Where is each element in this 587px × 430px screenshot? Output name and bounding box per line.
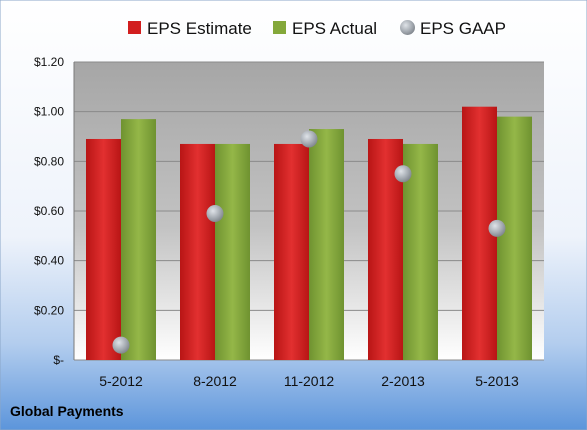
legend-swatch (273, 21, 286, 34)
bars (86, 106, 532, 360)
x-category-label: 8-2012 (193, 373, 237, 389)
bar-eps-actual (309, 129, 344, 360)
bar-eps-actual (121, 119, 156, 360)
legend-label: EPS Actual (292, 19, 377, 38)
x-category-label: 5-2013 (475, 373, 519, 389)
x-category-label: 5-2012 (99, 373, 143, 389)
legend-swatch (128, 21, 141, 34)
company-label: Global Payments (10, 403, 124, 419)
bar-eps-actual (497, 116, 532, 360)
x-category-label: 11-2012 (284, 373, 335, 389)
x-category-label: 2-2013 (381, 373, 425, 389)
bar-eps-estimate (274, 143, 309, 360)
legend: EPS Estimate EPS Actual EPS GAAP (128, 19, 506, 38)
y-tick-label: $1.20 (34, 55, 64, 69)
bar-eps-estimate (86, 138, 121, 360)
y-axis-ticks: $- $0.20 $0.40 $0.60 $0.80 $1.00 $1.20 (34, 55, 64, 367)
x-axis-categories: 5-2012 8-2012 11-2012 2-2013 5-2013 (99, 373, 519, 389)
bar-eps-actual (215, 143, 250, 360)
point-eps-gaap (300, 130, 318, 148)
point-eps-gaap (394, 165, 412, 183)
gaap-points (112, 130, 506, 354)
point-eps-gaap (112, 336, 130, 354)
y-tick-label: $0.40 (34, 254, 64, 268)
y-tick-label: $0.20 (34, 303, 64, 317)
legend-swatch (400, 20, 415, 35)
bar-eps-actual (403, 143, 438, 360)
bar-eps-estimate (180, 143, 215, 360)
point-eps-gaap (206, 204, 224, 222)
y-tick-label: $0.80 (34, 154, 64, 168)
legend-label: EPS Estimate (147, 19, 252, 38)
legend-label: EPS GAAP (420, 19, 506, 38)
y-tick-label: $- (53, 353, 64, 367)
y-tick-label: $0.60 (34, 204, 64, 218)
y-tick-label: $1.00 (34, 105, 64, 119)
point-eps-gaap (488, 219, 506, 237)
